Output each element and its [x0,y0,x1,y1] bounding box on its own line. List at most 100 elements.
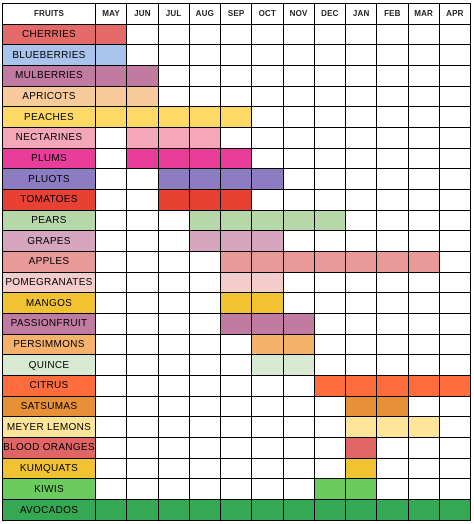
season-cell-filled [219,313,253,335]
season-cell-empty [407,395,440,418]
season-cell-filled [407,375,440,397]
season-cell-filled [157,106,190,128]
season-cell-empty [407,313,440,335]
season-cell-filled [313,209,347,232]
season-cell-empty [251,457,284,480]
month-header-sep: SEP [219,3,253,25]
season-cell-empty [157,354,190,377]
season-cell-empty [126,437,159,459]
season-cell-empty [219,395,253,418]
fruit-row: POMEGRANATES [2,271,472,294]
season-cell-empty [282,230,315,252]
season-cell-empty [407,188,440,211]
season-cell-filled [438,499,472,521]
season-cell-empty [157,416,190,439]
season-cell-filled [188,168,222,190]
season-cell-empty [157,292,190,314]
season-cell-empty [313,354,347,377]
season-cell-empty [407,168,440,190]
season-cell-empty [282,126,315,149]
season-cell-empty [251,437,284,459]
season-cell-filled [188,209,222,232]
month-header-may: MAY [94,3,128,25]
season-cell-empty [157,64,190,87]
season-cell-filled [219,250,253,273]
season-cell-empty [188,313,222,335]
season-cell-empty [438,354,472,377]
season-cell-filled [344,457,378,480]
season-cell-empty [94,395,128,418]
season-cell-empty [282,147,315,170]
season-cell-empty [188,250,222,273]
season-cell-empty [438,395,472,418]
season-cell-empty [251,395,284,418]
season-cell-filled [282,250,315,273]
season-cell-empty [344,230,378,252]
chart-body: CHERRIES BLUEBERRIES MULBERRIES APRICOTS PEA… [2,23,472,521]
season-cell-empty [344,64,378,87]
fruit-row: SATSUMAS [2,395,472,418]
season-cell-empty [407,230,440,252]
season-cell-empty [94,230,128,252]
fruit-row: KIWIS [2,478,472,501]
season-cell-empty [313,64,347,87]
season-cell-empty [313,292,347,314]
season-cell-empty [438,147,472,170]
season-cell-empty [188,354,222,377]
season-cell-filled [438,375,472,397]
fruit-row: APPLES [2,250,472,273]
season-cell-empty [376,64,409,87]
season-cell-empty [219,64,253,87]
season-cell-empty [376,354,409,377]
season-cell-empty [438,188,472,211]
fruit-row: PEARS [2,209,472,232]
fruit-row: BLOOD ORANGES [2,437,472,459]
season-cell-empty [251,126,284,149]
season-cell-filled [251,209,284,232]
season-cell-filled [219,147,253,170]
season-cell-empty [219,23,253,46]
season-cell-empty [438,230,472,252]
season-cell-empty [126,416,159,439]
season-cell-empty [251,416,284,439]
fruit-label: MANGOS [2,292,96,314]
season-cell-empty [251,147,284,170]
season-cell-filled [407,499,440,521]
season-cell-empty [376,437,409,459]
season-cell-empty [188,478,222,501]
season-cell-empty [126,188,159,211]
season-cell-empty [157,44,190,66]
season-cell-empty [376,209,409,232]
season-cell-filled [251,250,284,273]
fruit-row: PLUOTS [2,168,472,190]
season-cell-empty [376,168,409,190]
season-cell-empty [438,126,472,149]
season-cell-empty [157,437,190,459]
season-cell-empty [313,313,347,335]
season-cell-filled [313,499,347,521]
season-cell-empty [188,457,222,480]
season-cell-filled [407,416,440,439]
season-cell-empty [188,395,222,418]
season-cell-filled [157,499,190,521]
season-cell-empty [282,375,315,397]
season-cell-empty [219,437,253,459]
fruit-label: KIWIS [2,478,96,501]
season-cell-empty [313,437,347,459]
month-header-dec: DEC [313,3,347,25]
season-cell-empty [407,209,440,232]
season-cell-filled [219,271,253,294]
season-cell-empty [94,271,128,294]
season-cell-empty [282,23,315,46]
season-cell-empty [251,375,284,397]
fruit-row: QUINCE [2,354,472,377]
season-cell-filled [344,416,378,439]
season-cell-empty [407,478,440,501]
season-cell-filled [188,188,222,211]
fruit-label: MEYER LEMONS [2,416,96,439]
season-cell-empty [344,188,378,211]
season-cell-empty [376,126,409,149]
season-cell-filled [157,126,190,149]
season-cell-empty [126,457,159,480]
season-cell-empty [313,85,347,108]
